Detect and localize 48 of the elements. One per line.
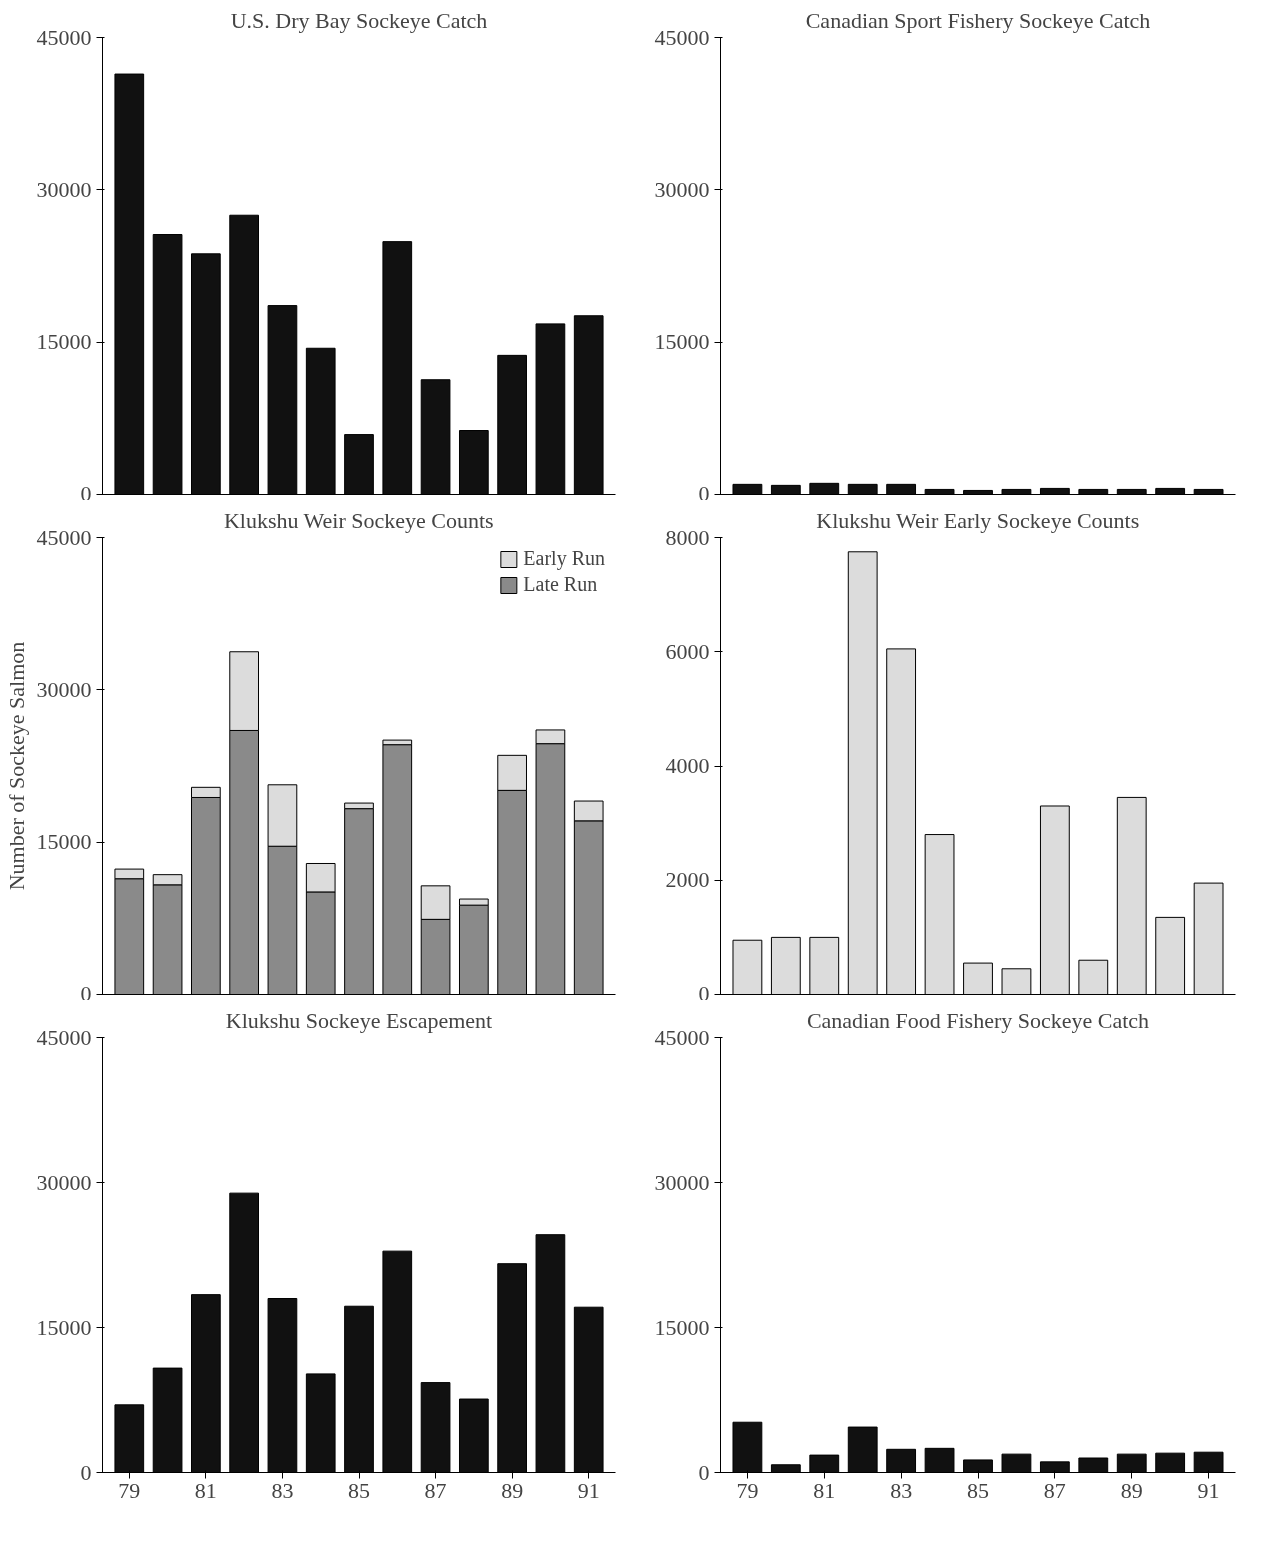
x-tick-label: 79 (118, 1477, 141, 1503)
y-tick-label: 0 (698, 1459, 710, 1485)
y-axis-title: Number of Sockeye Salmon (3, 641, 29, 891)
y-tick-label: 15000 (36, 829, 92, 855)
y-tick-label: 2000 (665, 867, 710, 893)
y-tick-label: 30000 (36, 676, 92, 702)
chart-title: Klukshu Weir Early Sockeye Counts (816, 507, 1140, 533)
chart-title: Klukshu Weir Sockeye Counts (223, 507, 494, 533)
y-tick-label: 15000 (36, 1314, 92, 1340)
y-tick-label: 45000 (654, 24, 710, 50)
y-tick-label: 0 (698, 480, 710, 506)
y-tick-label: 45000 (36, 24, 92, 50)
y-tick-label: 15000 (654, 1314, 710, 1340)
x-tick-label: 79 (736, 1477, 759, 1503)
y-tick-label: 45000 (36, 524, 92, 550)
y-tick-label: 30000 (36, 1169, 92, 1195)
x-tick-label: 81 (194, 1477, 217, 1503)
x-tick-label: 91 (1197, 1477, 1220, 1503)
y-tick-label: 30000 (36, 176, 92, 202)
chart-title: Canadian Sport Fishery Sockeye Catch (805, 7, 1151, 33)
x-tick-label: 83 (271, 1477, 294, 1503)
x-tick-label: 81 (813, 1477, 836, 1503)
x-tick-label: 85 (348, 1477, 370, 1503)
y-tick-label: 30000 (654, 176, 710, 202)
y-tick-label: 15000 (36, 329, 92, 355)
y-tick-label: 8000 (665, 524, 710, 550)
y-tick-label: 45000 (36, 1024, 92, 1050)
chart-title: U.S. Dry Bay Sockeye Catch (230, 7, 488, 33)
y-tick-label: 30000 (654, 1169, 710, 1195)
x-tick-label: 83 (890, 1477, 913, 1503)
x-tick-label: 85 (967, 1477, 989, 1503)
y-tick-label: 0 (698, 980, 710, 1006)
legend-label: Late Run (523, 573, 598, 596)
x-tick-label: 91 (577, 1477, 600, 1503)
x-tick-label: 87 (1043, 1477, 1066, 1503)
chart-title: Klukshu Sockeye Escapement (225, 1007, 493, 1033)
y-tick-label: 4000 (665, 753, 710, 778)
y-tick-label: 15000 (654, 329, 710, 355)
chart-title: Canadian Food Fishery Sockeye Catch (806, 1007, 1150, 1033)
y-tick-label: 45000 (654, 1024, 710, 1050)
y-tick-label: 6000 (665, 638, 710, 664)
x-tick-label: 89 (501, 1477, 524, 1503)
x-tick-label: 89 (1120, 1477, 1143, 1503)
y-tick-label: 0 (80, 980, 92, 1006)
legend-label: Early Run (523, 547, 605, 570)
x-tick-label: 87 (424, 1477, 447, 1503)
y-tick-label: 0 (80, 1459, 92, 1485)
y-tick-label: 0 (80, 480, 92, 506)
